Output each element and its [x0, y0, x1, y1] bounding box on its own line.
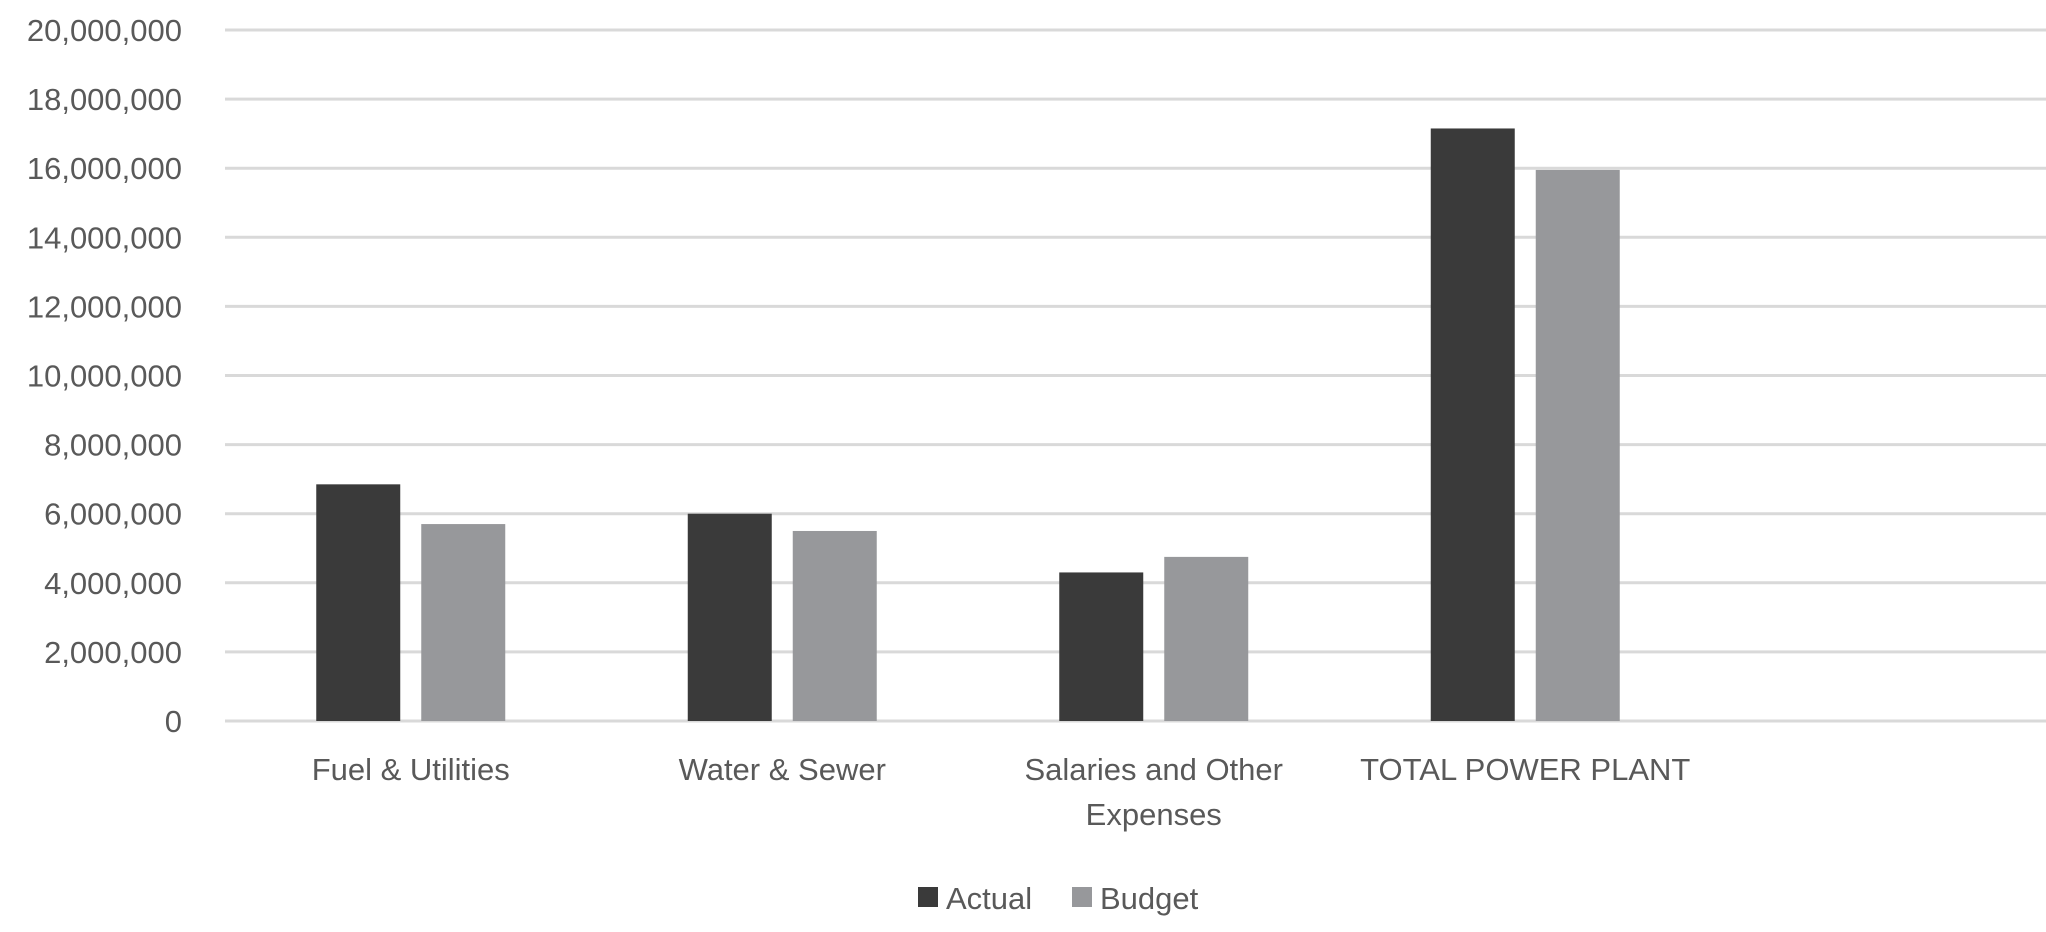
x-category-label-line: Fuel & Utilities — [312, 752, 510, 787]
legend-swatch-budget — [1072, 887, 1092, 907]
x-category-label-line: Expenses — [1086, 797, 1222, 832]
x-axis-category-labels: Fuel & Utilities Water & Sewer Salaries an… — [312, 752, 1691, 832]
legend-swatch-actual — [918, 887, 938, 907]
y-tick-label: 4,000,000 — [44, 566, 182, 601]
y-tick-label: 18,000,000 — [27, 82, 182, 117]
y-tick-label: 2,000,000 — [44, 635, 182, 670]
x-category-label: Fuel & Utilities — [312, 752, 510, 787]
x-category-label-line: TOTAL POWER PLANT — [1360, 752, 1690, 787]
gridlines — [225, 28, 2046, 723]
y-tick-label: 20,000,000 — [27, 13, 182, 48]
bar-budget-2 — [1164, 556, 1249, 721]
x-category-label: TOTAL POWER PLANT — [1360, 752, 1690, 787]
bar-actual-0 — [316, 484, 401, 721]
x-category-label-line: Salaries and Other — [1025, 752, 1283, 787]
y-axis-tick-labels: 0 2,000,000 4,000,000 6,000,000 8,000,000 10,… — [27, 13, 182, 739]
legend: Actual Budget — [918, 881, 1199, 916]
legend-label-budget: Budget — [1100, 881, 1199, 916]
y-tick-label: 0 — [165, 704, 182, 739]
y-tick-label: 14,000,000 — [27, 220, 182, 255]
y-tick-label: 16,000,000 — [27, 151, 182, 186]
bars — [316, 128, 1620, 722]
y-tick-label: 12,000,000 — [27, 289, 182, 324]
x-category-label: Salaries and Other Expenses — [1025, 752, 1283, 832]
x-category-label: Water & Sewer — [679, 752, 886, 787]
y-tick-label: 8,000,000 — [44, 428, 182, 463]
bar-actual-1 — [687, 513, 772, 721]
bar-budget-0 — [421, 524, 506, 721]
y-tick-label: 10,000,000 — [27, 359, 182, 394]
y-tick-label: 6,000,000 — [44, 497, 182, 532]
bar-actual-2 — [1059, 572, 1144, 721]
bar-budget-1 — [792, 530, 877, 721]
bar-actual-3 — [1430, 128, 1515, 721]
bar-budget-3 — [1535, 169, 1620, 722]
legend-label-actual: Actual — [946, 881, 1032, 916]
x-category-label-line: Water & Sewer — [679, 752, 886, 787]
